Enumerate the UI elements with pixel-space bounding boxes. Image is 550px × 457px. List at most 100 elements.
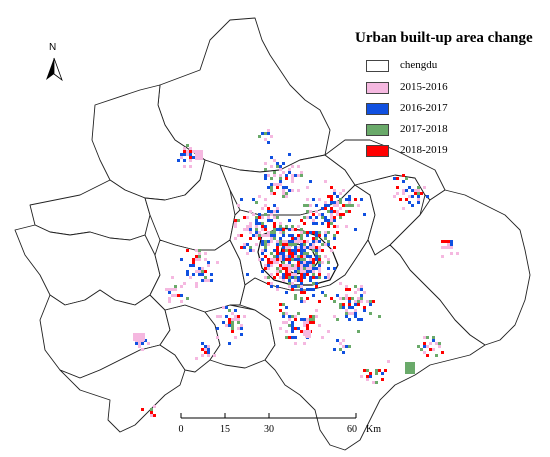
change-pixel [258, 222, 261, 225]
change-pixel [255, 231, 258, 234]
change-pixel [327, 240, 330, 243]
change-pixel [300, 228, 303, 231]
change-pixel [270, 210, 273, 213]
change-pixel [354, 228, 357, 231]
change-pixel [309, 216, 312, 219]
change-pixel [231, 330, 234, 333]
change-pixel [276, 243, 279, 246]
change-pixel [267, 243, 270, 246]
change-pixel [345, 285, 348, 288]
change-pixel [177, 294, 180, 297]
change-pixel [291, 288, 294, 291]
change-pixel [291, 255, 294, 258]
change-pixel [282, 246, 285, 249]
legend-swatch-2017-2018 [366, 124, 389, 136]
change-pixel [270, 258, 273, 261]
change-pixel [249, 237, 252, 240]
change-pixel [291, 282, 294, 285]
change-pixel [324, 237, 327, 240]
north-arrow-icon [46, 57, 63, 82]
change-pixel [276, 249, 279, 252]
change-pixel [324, 231, 327, 234]
change-pixel [354, 198, 357, 201]
change-pixel [174, 285, 177, 288]
change-pixel [240, 327, 243, 330]
change-pixel [330, 210, 333, 213]
change-pixel [300, 171, 303, 174]
change-pixel [303, 267, 306, 270]
change-pixel [243, 228, 246, 231]
change-pixel [267, 264, 270, 267]
change-pixel [333, 348, 336, 351]
change-pixel [285, 195, 288, 198]
change-pixel [291, 315, 294, 318]
change-pixel [255, 228, 258, 231]
change-pixel [315, 285, 318, 288]
change-pixel [285, 321, 288, 324]
change-pixel [303, 264, 306, 267]
change-pixel [432, 339, 435, 342]
change-pixel [306, 210, 309, 213]
change-pixel [321, 243, 324, 246]
change-pixel [405, 189, 408, 192]
change-pixel [192, 258, 195, 261]
change-pixel [186, 297, 189, 300]
change-pixel [315, 255, 318, 258]
change-pixel [285, 270, 288, 273]
change-pixel [360, 198, 363, 201]
change-pixel [306, 273, 309, 276]
change-pixel [321, 291, 324, 294]
change-pixel [294, 276, 297, 279]
change-pixel [330, 213, 333, 216]
change-pixel [204, 276, 207, 279]
legend-swatch-2016-2017 [366, 103, 389, 115]
change-pixel [207, 354, 210, 357]
change-pixel [183, 165, 186, 168]
change-pixel [168, 297, 171, 300]
change-pixel [321, 213, 324, 216]
change-pixel [333, 267, 336, 270]
change-pixel [300, 258, 303, 261]
change-pixel [333, 192, 336, 195]
change-pixel [279, 255, 282, 258]
change-pixel [441, 240, 444, 243]
change-pixel [261, 228, 264, 231]
change-pixel [288, 240, 291, 243]
change-pixel [282, 162, 285, 165]
change-pixel [330, 201, 333, 204]
change-pixel [279, 267, 282, 270]
change-pixel [180, 300, 183, 303]
change-pixel [261, 258, 264, 261]
change-pixel [231, 312, 234, 315]
change-pixel [291, 240, 294, 243]
change-pixel [258, 195, 261, 198]
change-pixel [300, 273, 303, 276]
change-pixel [447, 243, 450, 246]
change-pixel [291, 324, 294, 327]
change-pixel [339, 303, 342, 306]
change-pixel [222, 306, 225, 309]
change-pixel [270, 192, 273, 195]
change-pixel [297, 258, 300, 261]
change-pixel [312, 231, 315, 234]
change-pixel [291, 252, 294, 255]
change-pixel [306, 204, 309, 207]
change-pixel [297, 327, 300, 330]
change-pixel [312, 243, 315, 246]
change-pixel [279, 276, 282, 279]
change-pixel [360, 285, 363, 288]
change-pixel [300, 255, 303, 258]
change-pixel [237, 204, 240, 207]
change-pixel [312, 267, 315, 270]
change-pixel [336, 210, 339, 213]
change-pixel [186, 144, 189, 147]
change-pixel [360, 375, 363, 378]
change-pixel [405, 177, 408, 180]
change-pixel [207, 351, 210, 354]
change-pixel [270, 231, 273, 234]
change-pixel [309, 261, 312, 264]
change-pixel [297, 255, 300, 258]
change-pixel [270, 240, 273, 243]
change-pixel [273, 234, 276, 237]
